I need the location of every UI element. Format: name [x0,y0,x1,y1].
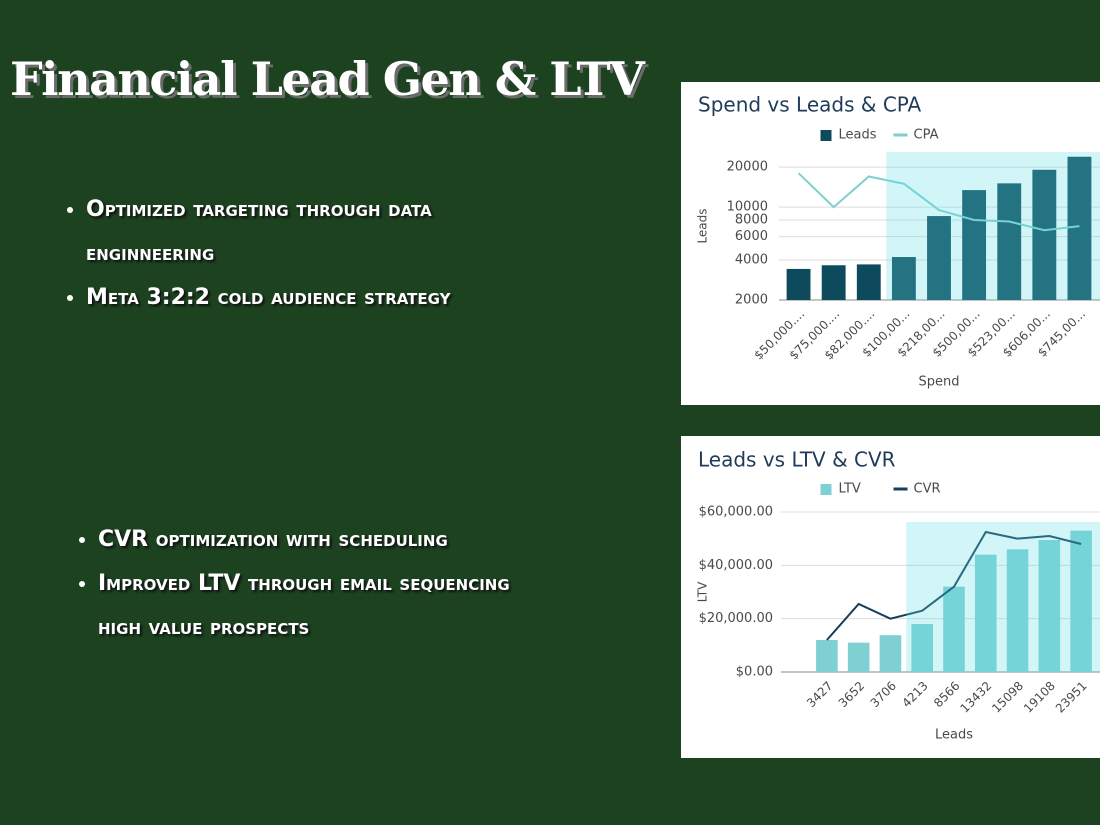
line [826,530,1082,641]
line [797,172,1080,232]
bar [997,183,1022,300]
bar [1032,169,1057,300]
legend-label: Leads [839,128,877,143]
x-tick-label: 13432 [957,679,994,716]
chart-title: Spend vs Leads & CPA [698,93,922,117]
bar [927,216,951,300]
bullet: Optimized targeting through data enginne… [86,188,546,276]
legend-label: LTV [839,482,861,497]
bar [879,635,902,672]
x-axis-label: Leads [935,728,973,743]
y-tick-label: $40,000.00 [699,558,773,573]
y-tick-label: 8000 [735,213,768,228]
x-tick-label: 3706 [868,679,899,710]
bar [856,264,881,300]
chart: Leads vs LTV & CVR LTV CVR $0.00 $20,000.00 $… [681,436,1100,758]
legend-label: CVR [914,482,941,497]
x-tick-label: 3427 [804,679,835,710]
x-tick-label: 4213 [899,679,930,710]
y-axis-label: Leads [696,208,710,243]
bar [911,624,934,672]
legend-swatch [820,130,832,141]
legend-swatch [820,484,832,495]
y-axis-label: LTV [696,581,710,602]
chart-title: Leads vs LTV & CVR [698,448,896,472]
highlight [906,522,1100,672]
y-tick-label: $60,000.00 [699,505,773,520]
highlight [886,152,1100,300]
bullet: Meta 3:2:2 cold audience strategy [86,276,546,320]
x-tick-label: 15098 [989,679,1026,716]
y-tick-label: 4000 [735,253,768,268]
bar [943,586,965,672]
chart: Spend vs Leads & CPA Leads CPA 2000 4000 6000… [681,82,1100,405]
bar [1070,530,1092,672]
bar [816,640,838,672]
y-tick-label: 6000 [735,229,768,244]
slide-title: Financial Lead Gen & LTV [10,52,645,106]
bar [1067,156,1092,300]
bullet: Improved LTV through email sequencing hi… [98,562,558,650]
x-tick-label: 23951 [1053,679,1090,716]
y-tick-label: $20,000.00 [699,611,773,626]
bullet: CVR optimization with scheduling [98,518,558,562]
bar [891,257,916,300]
bar [821,265,846,300]
x-tick-label: 3652 [836,679,867,710]
bar [1038,540,1061,672]
bar [847,642,870,672]
bullet-list: Optimized targeting through data enginne… [64,188,546,320]
bar [786,268,811,300]
y-tick-label: 10000 [727,200,768,215]
y-tick-label: $0.00 [736,665,773,680]
x-axis-label: Spend [919,375,960,390]
legend-label: CPA [914,128,939,143]
bullet-list: CVR optimization with scheduling Improve… [76,518,558,650]
x-tick-label: 19108 [1021,679,1058,716]
bar [974,554,997,672]
y-tick-label: 20000 [727,160,768,175]
y-tick-label: 2000 [735,293,768,308]
bar [1006,549,1029,672]
